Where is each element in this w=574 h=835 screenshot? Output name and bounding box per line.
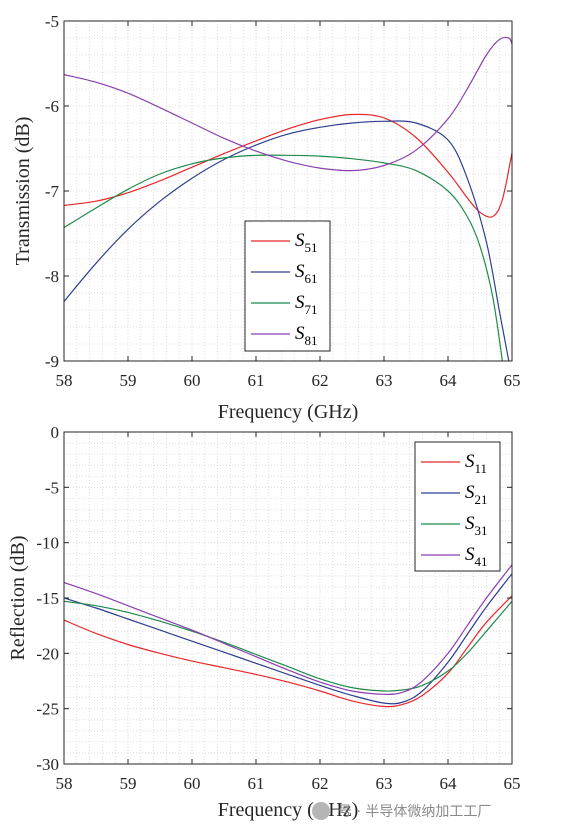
x-tick-label: 60 — [184, 371, 201, 390]
legend-entry-s11: S11 — [465, 451, 487, 476]
legend-entry-symbol: S — [465, 451, 475, 472]
reflection-chart: 58 59 60 61 62 63 64 650-5-10-15-20-25-30Freque… — [7, 423, 521, 821]
y-axis-label: Transmission (dB) — [12, 117, 34, 266]
y-tick-label: -30 — [36, 755, 59, 774]
series-line-s61 — [64, 120, 510, 361]
series-group — [64, 564, 512, 708]
y-tick-label: -10 — [36, 534, 59, 553]
legend-entry-symbol: S — [465, 513, 475, 534]
watermark: 号 · 半导体微纳加工工厂 — [312, 802, 491, 820]
series-line-s51 — [64, 113, 512, 218]
legend-entry-s61: S61 — [295, 261, 318, 286]
x-tick-label: 59 — [120, 774, 137, 793]
x-tick-label: 65 — [504, 371, 521, 390]
legend-entry-subscript: 61 — [305, 271, 318, 286]
legend-entry-subscript: 71 — [305, 302, 318, 317]
y-tick-label: -5 — [45, 12, 59, 31]
series-group — [64, 36, 512, 361]
legend-entry-subscript: 51 — [305, 240, 318, 255]
legend-entry-subscript: 31 — [475, 523, 488, 538]
legend-entry-symbol: S — [295, 292, 305, 313]
legend-box — [244, 220, 331, 352]
legend-entry-subscript: 41 — [475, 554, 488, 569]
watermark-text: 号 · 半导体微纳加工工厂 — [338, 804, 491, 820]
y-tick-label: 0 — [51, 423, 60, 442]
x-tick-label: 58 — [56, 371, 73, 390]
legend-entry-subscript: 21 — [475, 492, 488, 507]
legend-entry-symbol: S — [465, 482, 475, 503]
series-line-s81 — [64, 36, 512, 172]
series-line-s41 — [64, 564, 512, 695]
series-line-s11 — [64, 595, 512, 708]
series-line-s21 — [64, 573, 512, 705]
y-tick-label: -8 — [45, 267, 59, 286]
y-axis-label: Reflection (dB) — [7, 536, 29, 661]
transmission-chart: 58 59 60 61 62 63 64 65 -5 -6 -7 -8 -9 Frequency (GHz… — [12, 12, 521, 423]
x-tick-label: 61 — [248, 371, 265, 390]
legend-entry-symbol: S — [295, 261, 305, 282]
legend-entry-s21: S21 — [465, 482, 488, 507]
legend-entry-s51: S51 — [295, 230, 318, 255]
legend-entry-s41: S41 — [465, 544, 488, 569]
legend-entry-symbol: S — [465, 544, 475, 565]
x-tick-label: 63 — [376, 774, 393, 793]
watermark-logo-icon — [312, 802, 330, 820]
legend-entry-symbol: S — [295, 230, 305, 251]
y-tick-label: -9 — [45, 352, 59, 371]
x-tick-label: 64 — [440, 371, 458, 390]
x-tick-label: 64 — [440, 774, 458, 793]
y-tick-label: -25 — [36, 700, 59, 719]
legend-entry-subscript: 81 — [305, 333, 318, 348]
y-tick-label: -7 — [45, 182, 60, 201]
x-tick-label: 62 — [312, 774, 329, 793]
legend-entry-symbol: S — [295, 323, 305, 344]
x-tick-label: 63 — [376, 371, 393, 390]
x-tick-label: 59 — [120, 371, 137, 390]
grid — [64, 432, 512, 764]
series-line-s71 — [64, 154, 503, 361]
x-tick-label: 60 — [184, 774, 201, 793]
legend-entry-s31: S31 — [465, 513, 488, 538]
y-tick-label: -6 — [45, 97, 59, 116]
legend-entry-subscript: 11 — [475, 461, 488, 476]
x-tick-label: 65 — [504, 774, 521, 793]
x-axis-label: Frequency (GHz) — [218, 401, 359, 423]
x-tick-label: 62 — [312, 371, 329, 390]
series-line-s31 — [64, 600, 512, 692]
x-tick-label: 58 — [56, 774, 73, 793]
legend-entry-s81: S81 — [295, 323, 318, 348]
y-tick-label: -15 — [36, 589, 59, 608]
legend-box — [414, 441, 501, 572]
legend-entry-s71: S71 — [295, 292, 318, 317]
y-tick-label: -5 — [45, 478, 59, 497]
x-tick-label: 61 — [248, 774, 265, 793]
y-tick-label: -20 — [36, 644, 59, 663]
